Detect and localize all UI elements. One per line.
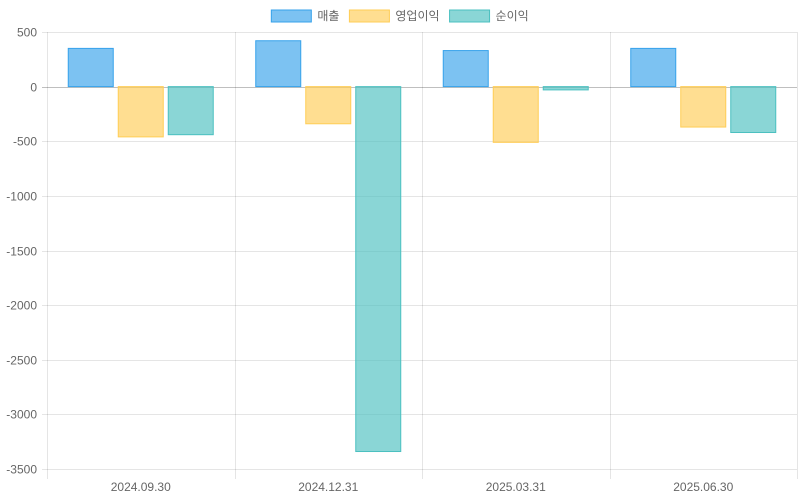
legend-label: 매출: [317, 9, 339, 23]
legend: 매출 영업이익 순이익: [270, 9, 529, 23]
y-tick-label: -3000: [6, 408, 37, 422]
bar-2-0[interactable]: [442, 50, 489, 88]
legend-swatch: [270, 9, 312, 23]
y-tick-label: -500: [13, 135, 37, 149]
bar-0-0[interactable]: [67, 47, 114, 88]
legend-item[interactable]: 매출: [270, 9, 339, 23]
legend-swatch: [348, 9, 390, 23]
bar-1-1[interactable]: [305, 86, 352, 125]
bar-3-2[interactable]: [730, 86, 777, 134]
y-tick-label: 0: [30, 81, 37, 95]
bar-2-1[interactable]: [492, 86, 539, 143]
bar-3-0[interactable]: [630, 47, 677, 88]
y-tick-label: -1000: [6, 190, 37, 204]
legend-swatch: [449, 9, 491, 23]
bar-1-2[interactable]: [355, 86, 402, 453]
grid: [42, 32, 798, 479]
x-axis: 2024.09.30 2024.12.31 2025.03.31 2025.06.30: [111, 480, 734, 494]
y-tick-label: -1500: [6, 245, 37, 259]
y-tick-label: -3500: [6, 463, 37, 477]
y-axis: 500 0 -500 -1000 -1500 -2000 -2500 -3000 -3500: [6, 26, 37, 477]
x-tick-label: 2024.09.30: [111, 480, 171, 494]
legend-label: 순이익: [496, 9, 529, 23]
x-tick-label: 2025.03.31: [486, 480, 546, 494]
y-tick-label: -2000: [6, 299, 37, 313]
x-tick-label: 2024.12.31: [298, 480, 358, 494]
bars: [67, 40, 777, 453]
legend-item[interactable]: 영업이익: [348, 9, 440, 23]
legend-label: 영업이익: [395, 9, 439, 23]
y-tick-label: 500: [17, 26, 37, 40]
bar-0-2[interactable]: [167, 86, 214, 136]
y-tick-label: -2500: [6, 354, 37, 368]
bar-2-2[interactable]: [542, 86, 589, 91]
bar-1-0[interactable]: [255, 40, 302, 88]
bar-3-1[interactable]: [680, 86, 727, 128]
bar-0-1[interactable]: [117, 86, 164, 138]
legend-item[interactable]: 순이익: [449, 9, 529, 23]
x-tick-label: 2025.06.30: [673, 480, 733, 494]
